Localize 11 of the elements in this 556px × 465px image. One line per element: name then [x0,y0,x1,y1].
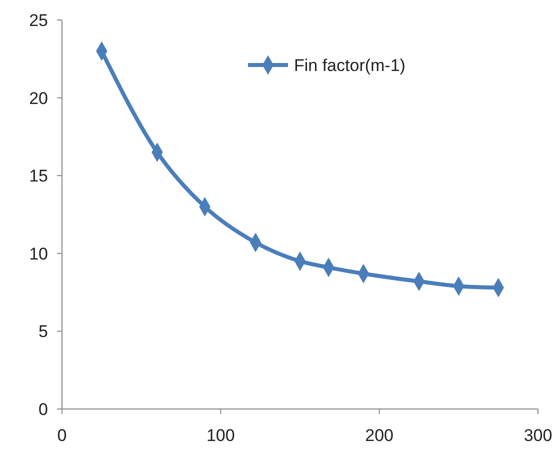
y-tick-label: 15 [29,166,48,186]
y-tick-label: 25 [29,10,48,30]
x-tick-label: 300 [524,426,552,445]
x-tick-label: 100 [206,426,235,445]
y-tick-label: 20 [29,88,48,108]
y-tick-label: 0 [38,400,48,419]
legend-label: Fin factor(m-1) [294,56,406,75]
y-tick-label: 5 [38,322,48,342]
x-tick-label: 0 [57,426,67,445]
x-tick-label: 200 [365,426,394,445]
y-tick-label: 10 [29,244,48,264]
